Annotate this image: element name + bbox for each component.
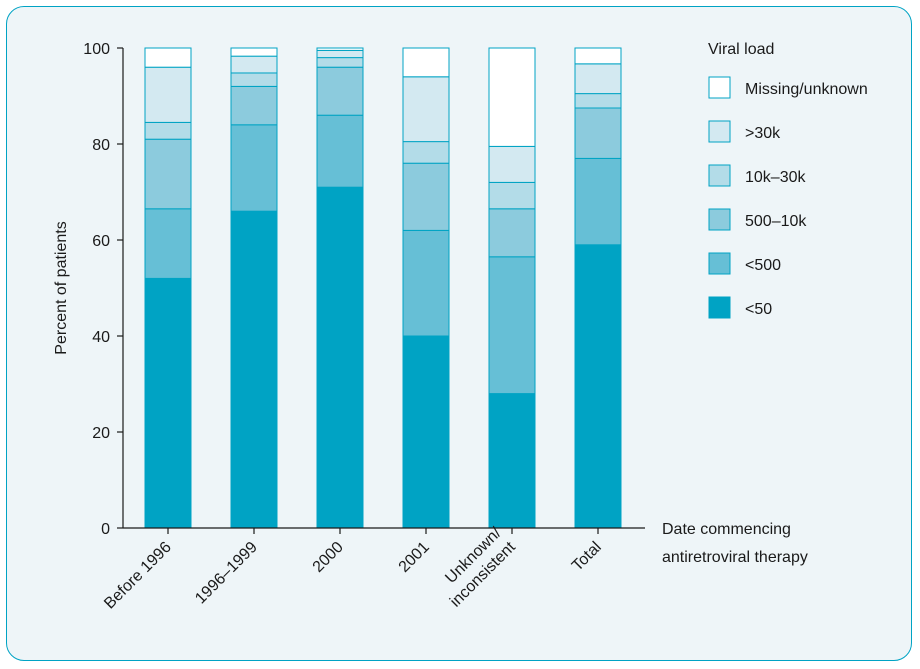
y-tick-label: 20 — [92, 425, 110, 442]
legend-label: <50 — [745, 301, 772, 318]
bar-segment — [402, 76, 450, 143]
x-tick-label: 2001 — [396, 539, 433, 576]
bar-segment — [230, 210, 278, 529]
bar-segment — [230, 124, 278, 212]
bar-segment — [316, 186, 364, 529]
bar-segment — [574, 93, 622, 109]
bar-segment — [574, 157, 622, 246]
bar-segment — [230, 72, 278, 87]
legend-swatch — [708, 296, 731, 319]
bar-segment — [488, 208, 536, 258]
bar-segment — [488, 256, 536, 395]
x-tick-label: 2000 — [310, 539, 347, 576]
bar-segment — [316, 66, 364, 116]
bar-segment — [144, 47, 192, 68]
bar-segment — [144, 66, 192, 123]
legend-swatch — [708, 120, 731, 143]
y-tick-label: 0 — [101, 521, 110, 538]
bar-segment — [316, 47, 364, 51]
x-tick-labels-layer: Before 1996 1996–1999 2000 2001 Unknown/inco… — [101, 524, 605, 612]
legend-swatch — [708, 164, 731, 187]
bar-segment — [488, 393, 536, 529]
bar-segment — [144, 138, 192, 210]
x-tick-label-line: Total — [569, 539, 605, 575]
bar-segment — [316, 49, 364, 59]
bar-segment — [144, 121, 192, 140]
bar-segment — [574, 244, 622, 529]
legend-label: <500 — [745, 257, 781, 274]
bar-segment — [402, 141, 450, 164]
bar-segment — [488, 145, 536, 183]
y-ticks-layer: 0 20 40 60 80 100 — [83, 41, 123, 538]
x-tick-label: Total — [569, 539, 605, 575]
x-tick-label: 1996–1999 — [192, 539, 261, 608]
bar-segment — [574, 107, 622, 159]
bar-segment — [230, 55, 278, 74]
bar-segment — [316, 57, 364, 68]
bar-segment — [402, 229, 450, 337]
bar-segment — [402, 335, 450, 529]
legend-label: 10k–30k — [745, 169, 806, 186]
bar-segment — [574, 63, 622, 95]
bar-segment — [402, 47, 450, 78]
bar-segment — [402, 162, 450, 231]
bar-segment — [144, 277, 192, 529]
legend-title: Viral load — [708, 41, 774, 58]
legend-label: >30k — [745, 125, 781, 142]
legend-label: Missing/unknown — [745, 81, 868, 98]
bar-segment — [230, 85, 278, 126]
bar-segment — [144, 208, 192, 279]
legend-swatch — [708, 208, 731, 231]
x-tick-label: Unknown/inconsistent — [442, 524, 519, 610]
legend-swatch — [708, 252, 731, 275]
y-axis-label: Percent of patients — [53, 221, 70, 354]
bar-segment — [488, 181, 536, 210]
x-axis-label: Date commencing antiretroviral therapy — [662, 521, 808, 566]
bar-segment — [574, 47, 622, 65]
bar-segment — [488, 47, 536, 147]
legend-label: 500–10k — [745, 213, 807, 230]
x-tick-label: Before 1996 — [101, 539, 175, 613]
legend-swatch — [708, 76, 731, 99]
y-tick-label: 100 — [83, 41, 110, 58]
y-tick-label: 80 — [92, 137, 110, 154]
axes-layer — [122, 48, 645, 529]
bar-segment — [316, 114, 364, 188]
y-tick-label: 60 — [92, 233, 110, 250]
bar-segment — [230, 47, 278, 57]
x-tick-label-line: 1996–1999 — [192, 539, 261, 608]
x-tick-label-line: Before 1996 — [101, 539, 175, 613]
x-tick-label-line: 2001 — [396, 539, 433, 576]
x-tick-label-line: 2000 — [310, 539, 347, 576]
bars-layer — [144, 47, 622, 529]
y-tick-label: 40 — [92, 329, 110, 346]
legend: Viral load Missing/unknown >30k 10k–30k 500… — [708, 41, 868, 319]
